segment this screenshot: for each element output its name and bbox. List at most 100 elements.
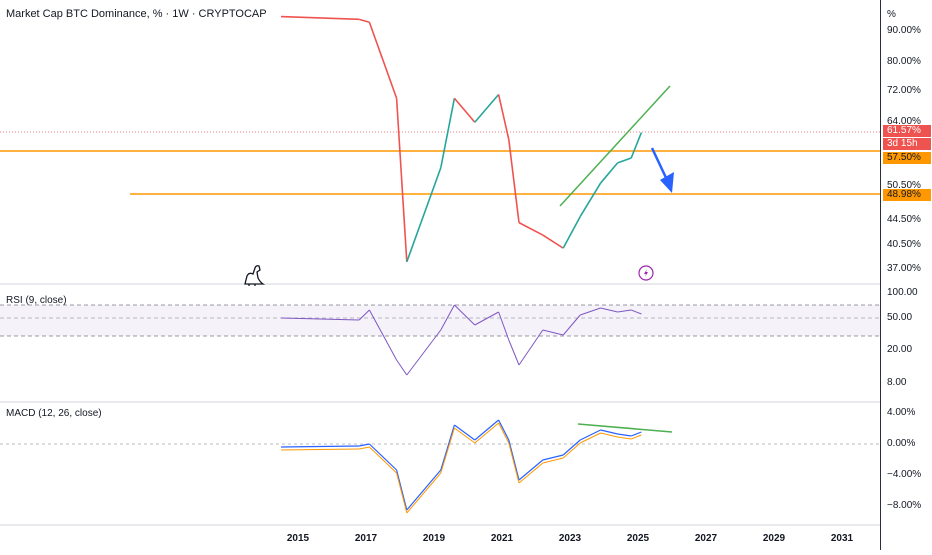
countdown-badge: 3d 15h: [883, 138, 931, 150]
price-segment: [406, 167, 442, 263]
x-tick-2019: 2019: [422, 533, 446, 544]
level-lower-badge: 48.98%: [883, 189, 931, 201]
macd-segment: [396, 469, 408, 511]
rsi-segment: [508, 339, 520, 366]
price-segment: [508, 139, 520, 223]
axis-unit: %: [887, 9, 896, 20]
price-segment: [617, 157, 632, 164]
macd-y-tick: 0.00%: [887, 438, 916, 449]
signal-segment: [600, 432, 618, 438]
price-segment: [497, 94, 510, 140]
macd-segment: [280, 445, 360, 448]
macd-segment: [617, 433, 632, 437]
macd-segment: [542, 454, 564, 461]
signal-segment: [454, 427, 476, 444]
signal-segment: [542, 457, 564, 464]
y-tick: 40.50%: [887, 239, 921, 250]
macd-segment: [600, 429, 618, 435]
signal-segment: [518, 462, 544, 484]
x-tick-2029: 2029: [762, 533, 786, 544]
rsi-segment: [368, 309, 398, 361]
price-segment: [368, 21, 398, 99]
macd-title: MACD (12, 26, close): [6, 408, 102, 419]
signal-segment: [440, 427, 455, 474]
signal-segment: [508, 442, 520, 484]
macd-segment: [454, 424, 476, 441]
rsi-segment: [406, 329, 442, 376]
rsi-segment: [474, 311, 499, 326]
y-tick: 50.50%: [887, 180, 921, 191]
price-axis[interactable]: % 90.00% 80.00% 72.00% 64.00% 50.50% 44.…: [880, 0, 932, 550]
price-segment: [395, 98, 408, 262]
price-segment: [280, 15, 360, 21]
x-tick-2017: 2017: [354, 533, 378, 544]
x-tick-2021: 2021: [490, 533, 514, 544]
macd-segment: [630, 431, 642, 437]
price-segment: [440, 98, 456, 168]
lightning-event-icon[interactable]: [638, 265, 654, 281]
x-tick-2015: 2015: [286, 533, 310, 544]
level-upper-badge: 57.50%: [883, 152, 931, 164]
rsi-segment: [440, 304, 455, 331]
signal-segment: [579, 432, 601, 444]
rsi-segment: [280, 317, 360, 321]
price-segment: [358, 18, 370, 23]
down-arrow-icon: [650, 147, 674, 193]
price-segment: [542, 234, 564, 249]
chart-area[interactable]: Market Cap BTC Dominance, % · 1W · CRYPT…: [0, 0, 880, 550]
signal-segment: [617, 436, 632, 440]
rsi-y-tick: 20.00: [887, 344, 913, 355]
rsi-segment: [498, 311, 510, 341]
macd-segment: [508, 439, 520, 481]
rsi-y-tick: 8.00: [887, 377, 907, 388]
rsi-segment: [617, 309, 632, 313]
macd-series: [280, 419, 642, 514]
current-price-badge: 61.57%: [883, 125, 931, 137]
rising-trend-line: [559, 85, 671, 207]
signal-segment: [562, 442, 581, 459]
rsi-y-tick: 50.00: [887, 312, 913, 323]
rsi-segment: [631, 309, 642, 315]
x-tick-2031: 2031: [830, 533, 854, 544]
price-segment: [579, 182, 602, 218]
macd-segment: [498, 419, 510, 441]
rsi-series: [280, 304, 642, 376]
macd-segment: [579, 429, 601, 441]
macd-segment: [518, 459, 544, 481]
macd-y-tick: 4.00%: [887, 407, 916, 418]
dino-logo-icon: [244, 265, 266, 286]
signal-segment: [406, 472, 442, 514]
price-segment: [453, 97, 476, 123]
rsi-title: RSI (9, close): [6, 295, 67, 306]
x-tick-2025: 2025: [626, 533, 650, 544]
macd-segment: [359, 443, 370, 447]
signal-segment: [498, 422, 510, 444]
signal-segment: [474, 422, 499, 444]
signal-segment: [369, 446, 397, 474]
x-tick-2023: 2023: [558, 533, 582, 544]
macd-y-tick: −4.00%: [887, 469, 922, 480]
macd-y-tick: −8.00%: [887, 500, 922, 511]
signal-segment: [359, 446, 370, 450]
signal-segment: [280, 448, 360, 451]
macd-segment: [474, 419, 499, 441]
rsi-segment: [542, 329, 564, 336]
price-series: [280, 15, 643, 263]
macd-segment: [440, 424, 455, 471]
y-tick: 80.00%: [887, 56, 921, 67]
y-tick: 37.00%: [887, 263, 921, 274]
chart-title: Market Cap BTC Dominance, % · 1W · CRYPT…: [6, 8, 267, 20]
y-tick: 64.00%: [887, 116, 921, 127]
signal-segment: [631, 434, 642, 440]
rsi-segment: [454, 304, 476, 326]
macd-divergence-line: [577, 423, 673, 433]
chart-canvas[interactable]: [0, 0, 880, 550]
price-segment: [562, 216, 581, 249]
y-tick: 72.00%: [887, 85, 921, 96]
macd-segment: [562, 439, 581, 456]
macd-segment: [368, 443, 398, 471]
rsi-segment: [518, 329, 544, 366]
macd-segment: [406, 469, 442, 511]
price-segment: [518, 221, 544, 236]
y-tick: 44.50%: [887, 214, 921, 225]
